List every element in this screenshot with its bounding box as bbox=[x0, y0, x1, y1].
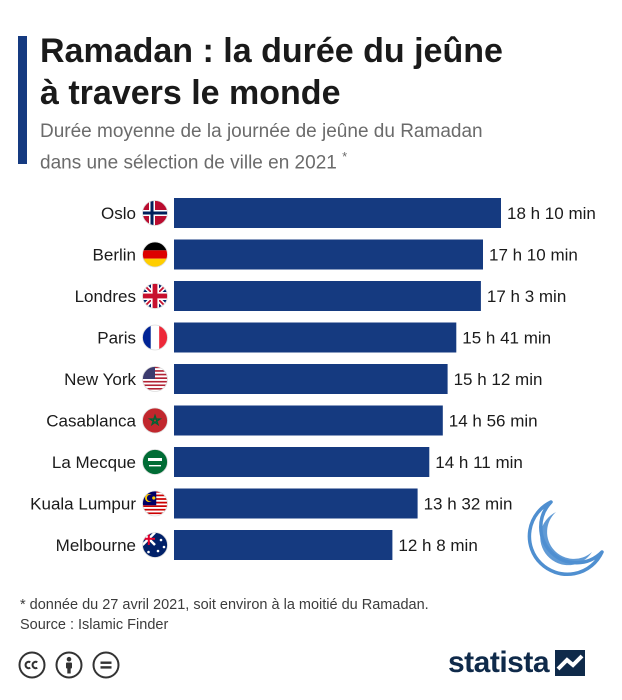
chart-subtitle: Durée moyenne de la journée de jeûne du … bbox=[40, 119, 600, 175]
germany-flag bbox=[142, 241, 168, 268]
bar-row: Paris 15 h 41 min bbox=[97, 322, 551, 353]
bar-chart: Oslo 18 h 10 min Berlin 17 h 10 min Londres 1… bbox=[30, 198, 596, 560]
crescent-moon-icon bbox=[527, 500, 604, 576]
bar-row: Melbourne 12 h 8 min bbox=[56, 530, 478, 560]
subtitle-line-1: Durée moyenne de la journée de jeûne du … bbox=[40, 121, 483, 142]
cc-icon[interactable] bbox=[18, 651, 46, 679]
bar-row: Londres 17 h 3 min bbox=[75, 281, 566, 311]
data-label: 15 h 41 min bbox=[462, 329, 551, 348]
data-label: 15 h 12 min bbox=[454, 370, 543, 389]
category-label: New York bbox=[64, 370, 136, 389]
saudi-flag bbox=[142, 449, 168, 475]
bar bbox=[174, 530, 393, 560]
bar bbox=[174, 364, 448, 394]
bar bbox=[174, 322, 457, 353]
title-accent-bar bbox=[18, 36, 27, 164]
chart-title: Ramadan : la durée du jeûne à travers le… bbox=[40, 30, 600, 114]
category-label: Berlin bbox=[93, 246, 136, 265]
by-icon[interactable] bbox=[55, 651, 83, 679]
data-label: 17 h 10 min bbox=[489, 246, 578, 265]
data-label: 14 h 11 min bbox=[435, 453, 523, 472]
category-label: Casablanca bbox=[46, 412, 136, 431]
category-label: Melbourne bbox=[56, 536, 136, 555]
subtitle-line-2: dans une sélection de ville en 2021 bbox=[40, 152, 337, 174]
norway-flag bbox=[142, 200, 168, 226]
france-flag bbox=[142, 324, 168, 351]
nd-icon[interactable] bbox=[92, 651, 120, 679]
category-label: Kuala Lumpur bbox=[30, 495, 136, 514]
bar-row: Berlin 17 h 10 min bbox=[93, 239, 578, 270]
australia-flag bbox=[142, 532, 168, 558]
bar bbox=[174, 405, 443, 436]
uk-flag bbox=[142, 283, 168, 309]
data-label: 17 h 3 min bbox=[487, 287, 566, 306]
data-label: 12 h 8 min bbox=[398, 536, 477, 555]
category-label: Paris bbox=[97, 329, 136, 348]
bar-row: Casablanca 14 h 56 min bbox=[46, 405, 538, 436]
statista-logo[interactable]: statista bbox=[448, 646, 586, 680]
bar bbox=[174, 239, 483, 270]
bar-row: New York 15 h 12 min bbox=[64, 364, 542, 394]
data-label: 14 h 56 min bbox=[449, 412, 538, 431]
bar bbox=[174, 488, 418, 519]
bar bbox=[174, 447, 430, 477]
brand-name: statista bbox=[448, 646, 550, 679]
bar-row: Kuala Lumpur 13 h 32 min bbox=[30, 488, 513, 519]
bar bbox=[174, 281, 481, 311]
usa-flag bbox=[142, 366, 168, 392]
malaysia-flag bbox=[142, 490, 168, 517]
data-label: 13 h 32 min bbox=[424, 495, 513, 514]
bar-row: Oslo 18 h 10 min bbox=[101, 198, 596, 228]
category-label: La Mecque bbox=[52, 453, 136, 472]
category-label: Londres bbox=[75, 287, 136, 306]
footnote: * donnée du 27 avril 2021, soit environ … bbox=[20, 597, 429, 613]
morocco-flag bbox=[142, 407, 168, 434]
bar-row: La Mecque 14 h 11 min bbox=[52, 447, 523, 477]
source: Source : Islamic Finder bbox=[20, 617, 169, 633]
statista-mark-icon bbox=[555, 650, 586, 676]
title-line-1: Ramadan : la durée du jeûne bbox=[40, 32, 503, 70]
data-label: 18 h 10 min bbox=[507, 204, 596, 223]
subtitle-footnote-mark: * bbox=[342, 149, 348, 164]
title-line-2: à travers le monde bbox=[40, 74, 341, 112]
category-label: Oslo bbox=[101, 204, 136, 223]
license-icons bbox=[18, 651, 120, 679]
bar bbox=[174, 198, 501, 228]
